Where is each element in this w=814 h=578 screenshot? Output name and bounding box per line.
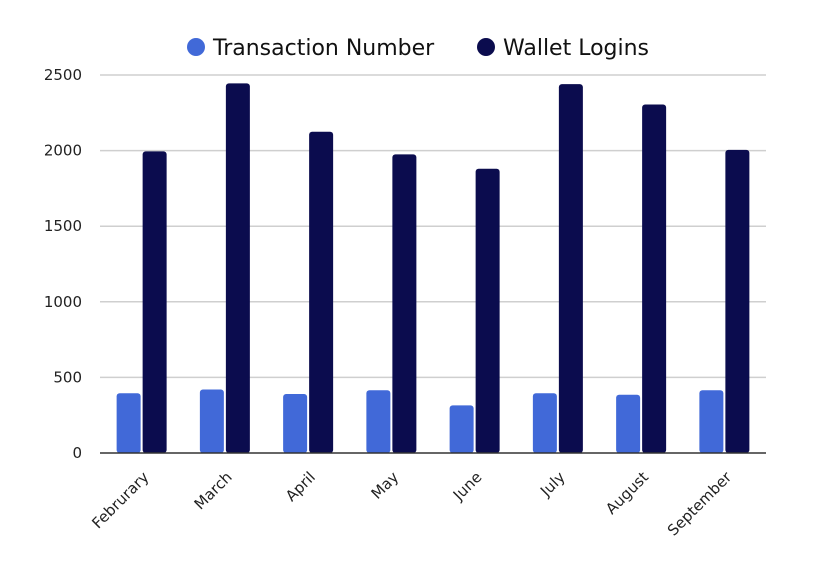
- bar-transaction-number-june: [449, 405, 474, 453]
- bar-wallet-logins-september: [725, 149, 750, 453]
- x-axis-ticks: Februrary March April May June July August Sept…: [88, 468, 735, 540]
- bar-wallet-logins-februrary: [142, 151, 167, 453]
- x-tick-label: September: [664, 468, 736, 540]
- x-tick-label: July: [536, 468, 569, 501]
- x-tick-label: April: [282, 468, 319, 505]
- bar-transaction-number-september: [699, 390, 724, 453]
- legend: Transaction Number Wallet Logins: [187, 36, 649, 61]
- bar-wallet-logins-july: [558, 84, 583, 454]
- bar-transaction-number-august: [616, 394, 641, 453]
- x-tick-label: June: [449, 468, 486, 505]
- bar-transaction-number-februrary: [116, 393, 141, 453]
- bar-transaction-number-may: [366, 390, 391, 453]
- legend-swatch: [187, 38, 205, 56]
- y-tick-label: 500: [53, 368, 82, 386]
- y-tick-label: 1500: [44, 217, 82, 235]
- y-tick-label: 0: [72, 444, 82, 462]
- legend-swatch: [477, 38, 495, 56]
- x-tick-label: May: [368, 468, 403, 503]
- bar-transaction-number-march: [199, 389, 224, 453]
- y-tick-label: 1000: [44, 293, 82, 311]
- bar-transaction-number-july: [532, 393, 557, 453]
- x-tick-label: Februrary: [88, 468, 152, 532]
- legend-label: Transaction Number: [212, 36, 435, 61]
- x-tick-label: August: [602, 468, 652, 518]
- y-axis-ticks: 0 500 1000 1500 2000 2500: [44, 66, 82, 462]
- bar-wallet-logins-august: [642, 104, 667, 453]
- x-tick-label: March: [191, 468, 236, 513]
- bar-wallet-logins-may: [392, 154, 417, 453]
- bars: [116, 83, 750, 454]
- bar-wallet-logins-june: [475, 168, 500, 453]
- y-tick-label: 2500: [44, 66, 82, 84]
- y-tick-label: 2000: [44, 142, 82, 160]
- bar-wallet-logins-april: [309, 131, 334, 453]
- bar-transaction-number-april: [283, 394, 308, 453]
- bar-wallet-logins-march: [225, 83, 250, 453]
- legend-label: Wallet Logins: [503, 36, 649, 61]
